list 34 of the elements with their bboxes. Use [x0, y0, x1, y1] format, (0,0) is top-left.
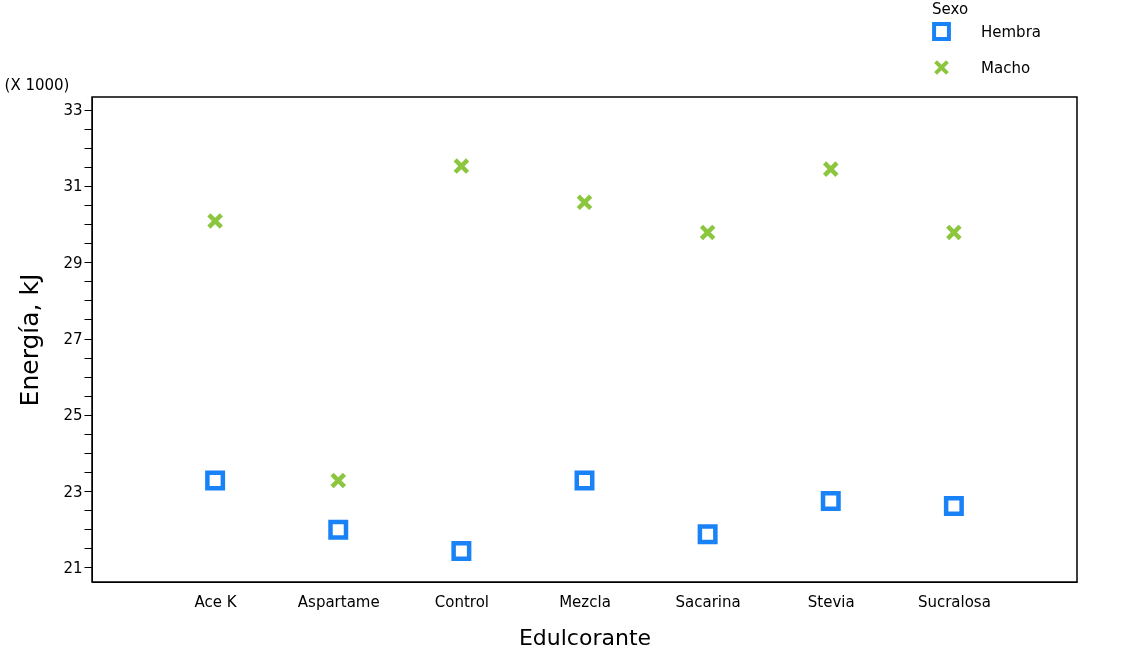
x-tick-label: Sacarina	[675, 592, 741, 611]
point	[451, 541, 472, 562]
point	[576, 193, 593, 211]
y-tick-label: 27	[63, 330, 83, 349]
y-axis-title: Energía, kJ	[15, 273, 45, 407]
y-tick-label: 29	[63, 253, 83, 272]
legend-label: Macho	[981, 58, 1031, 77]
point	[943, 496, 964, 517]
x-tick-label: Aspartame	[297, 592, 380, 611]
point	[699, 224, 717, 241]
legend-title: Sexo	[932, 0, 969, 18]
y-tick-label: 25	[63, 406, 83, 425]
x-tick-label: Control	[434, 592, 489, 611]
x-tick-label: Stevia	[807, 592, 855, 611]
x-tick-label: Mezcla	[559, 592, 611, 611]
point	[945, 224, 963, 241]
point	[820, 491, 841, 512]
x-axis-title: Edulcorante	[518, 624, 652, 650]
point	[452, 157, 470, 175]
legend-label: Hembra	[981, 22, 1041, 41]
point	[205, 470, 226, 491]
text: (X 1000)	[4, 76, 70, 94]
point	[697, 524, 718, 545]
point	[206, 212, 224, 230]
point	[574, 470, 595, 491]
x-tick-label: Sucralosa	[917, 592, 991, 611]
point	[329, 472, 347, 489]
y-tick-label: 31	[63, 177, 83, 196]
point	[822, 160, 840, 178]
y-tick-label: 23	[63, 482, 83, 501]
y-tick-label: 33	[63, 101, 83, 120]
point	[328, 519, 349, 540]
x-tick-label: Ace K	[194, 592, 238, 611]
y-tick-label: 21	[63, 559, 83, 577]
